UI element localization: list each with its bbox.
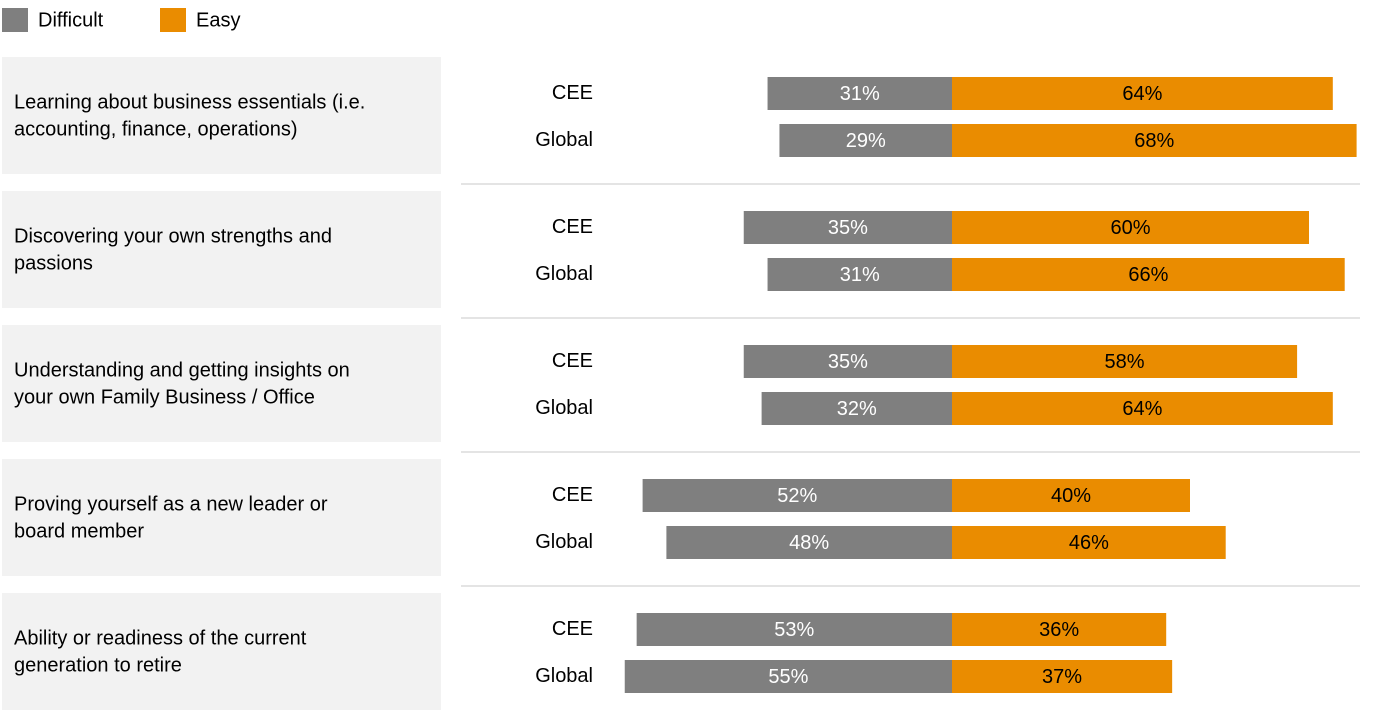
category-label: Learning about business essentials (i.e. [14,91,365,113]
bar [952,660,1173,693]
group-label: Global [535,665,593,687]
bar [952,613,1167,646]
category-panel [2,593,441,710]
bar [642,479,952,512]
value-label: 52% [777,485,817,507]
group-label: Global [535,397,593,419]
group-label: CEE [552,350,593,372]
value-label: 68% [1134,130,1174,152]
bar [952,526,1226,559]
value-label: 64% [1122,83,1162,105]
bar [666,526,952,559]
value-label: 48% [789,532,829,554]
bar [636,613,952,646]
value-label: 32% [837,398,877,420]
value-label: 35% [828,351,868,373]
value-label: 35% [828,217,868,239]
value-label: 46% [1069,532,1109,554]
group-label: CEE [552,216,593,238]
category-panel [2,191,441,308]
bar [952,479,1190,512]
bar [743,211,952,244]
group-label: CEE [552,82,593,104]
category-panel [2,459,441,576]
category-label: passions [14,252,93,274]
legend-label: Difficult [38,9,104,31]
category-label: generation to retire [14,654,182,676]
legend-label: Easy [196,9,240,31]
value-label: 36% [1039,619,1079,641]
category-panel [2,57,441,174]
value-label: 66% [1128,264,1168,286]
category-label: Understanding and getting insights on [14,359,350,381]
category-label: board member [14,520,144,542]
category-label: Discovering your own strengths and [14,225,332,247]
value-label: 55% [768,666,808,688]
value-label: 29% [846,130,886,152]
legend-swatch [160,8,186,32]
group-label: CEE [552,618,593,640]
legend-swatch [2,8,28,32]
value-label: 31% [840,264,880,286]
bar [952,258,1345,291]
value-label: 60% [1110,217,1150,239]
value-label: 40% [1051,485,1091,507]
bar [767,258,952,291]
group-label: Global [535,263,593,285]
value-label: 58% [1105,351,1145,373]
bar [952,392,1333,425]
bar [743,345,952,378]
group-label: Global [535,531,593,553]
bar [779,124,952,157]
bar [767,77,952,110]
group-label: CEE [552,484,593,506]
bar [952,124,1357,157]
category-label: your own Family Business / Office [14,386,315,408]
value-label: 37% [1042,666,1082,688]
category-label: accounting, finance, operations) [14,118,298,140]
category-label: Ability or readiness of the current [14,627,307,649]
bar [624,660,952,693]
bar [952,345,1298,378]
bar [761,392,952,425]
value-label: 53% [774,619,814,641]
group-label: Global [535,129,593,151]
category-panel [2,325,441,442]
bar [952,77,1333,110]
category-label: Proving yourself as a new leader or [14,493,328,515]
value-label: 31% [840,83,880,105]
value-label: 64% [1122,398,1162,420]
bar [952,211,1309,244]
